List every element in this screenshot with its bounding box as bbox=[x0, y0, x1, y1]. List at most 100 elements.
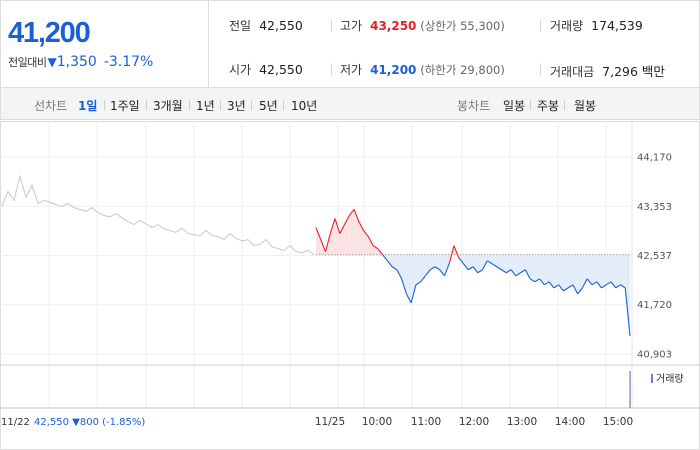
tab-monthly[interactable]: 월봉 bbox=[574, 99, 597, 113]
down-area bbox=[477, 254, 483, 273]
tab-10y[interactable]: 10년 bbox=[291, 99, 318, 113]
down-segment bbox=[529, 278, 536, 283]
down-area bbox=[606, 254, 611, 285]
down-area bbox=[558, 254, 564, 291]
tab-1d[interactable]: 1일 bbox=[78, 99, 98, 113]
down-area bbox=[563, 254, 569, 291]
down-area bbox=[539, 254, 545, 285]
up-segment bbox=[320, 239, 327, 252]
chart-grid bbox=[0, 121, 700, 450]
down-area bbox=[620, 254, 626, 288]
down-segment bbox=[410, 284, 417, 304]
up-segment bbox=[363, 230, 369, 237]
down-segment bbox=[567, 284, 574, 289]
down-area bbox=[473, 254, 478, 273]
tab-daily[interactable]: 일봉 bbox=[503, 99, 526, 113]
down-area bbox=[392, 254, 397, 270]
down-area bbox=[411, 254, 416, 303]
stat-value: 42,550 bbox=[259, 62, 303, 77]
down-area bbox=[596, 254, 602, 288]
down-area bbox=[530, 254, 535, 282]
down-area bbox=[501, 254, 507, 273]
tab-1w[interactable]: 1주일 bbox=[110, 99, 140, 113]
down-segment bbox=[391, 266, 398, 271]
price-change: 전일대비▼1,350 -3.17% bbox=[8, 54, 153, 70]
x-tick-label: 11/25 bbox=[315, 416, 345, 428]
up-segment bbox=[377, 248, 384, 256]
stat-label: 거래량 bbox=[550, 19, 584, 33]
down-segment bbox=[615, 284, 621, 289]
down-segment bbox=[534, 278, 540, 283]
up-segment bbox=[315, 227, 322, 240]
down-segment bbox=[520, 269, 526, 274]
x-tick-label: 12:00 bbox=[459, 416, 489, 428]
down-segment bbox=[401, 278, 407, 295]
down-arrow-icon: ▼ bbox=[47, 55, 57, 69]
change-label: 전일대비 bbox=[8, 56, 47, 69]
down-segment bbox=[458, 257, 464, 265]
stat-label: 거래대금 bbox=[550, 65, 595, 79]
stat-trade-value: 거래대금 7,296 백만 bbox=[550, 61, 665, 80]
down-area bbox=[525, 254, 531, 279]
down-area bbox=[496, 254, 502, 270]
tab-3m[interactable]: 3개월 bbox=[153, 99, 183, 113]
down-segment bbox=[482, 260, 488, 271]
down-area bbox=[544, 254, 550, 285]
volume-legend-swatch bbox=[651, 374, 653, 383]
up-segment bbox=[324, 233, 331, 252]
divider bbox=[564, 100, 565, 110]
up-area bbox=[354, 209, 359, 255]
y-tick-label: 44,170 bbox=[637, 153, 672, 164]
divider bbox=[104, 100, 105, 110]
down-segment bbox=[510, 269, 517, 277]
down-segment bbox=[477, 269, 483, 274]
down-segment bbox=[586, 278, 593, 286]
down-area bbox=[430, 254, 435, 270]
down-area bbox=[396, 254, 402, 279]
stat-low: 저가 41,200 (하한가 29,800) bbox=[340, 61, 505, 78]
stat-value: 7,296 백만 bbox=[602, 64, 665, 79]
down-area bbox=[572, 254, 578, 294]
down-area bbox=[534, 254, 540, 282]
down-segment bbox=[553, 284, 559, 289]
down-area bbox=[610, 254, 616, 288]
x-tick-label: 15:00 bbox=[603, 416, 633, 428]
up-segment bbox=[367, 236, 374, 246]
stat-label: 고가 bbox=[340, 19, 363, 33]
down-segment bbox=[601, 284, 607, 289]
tab-1y[interactable]: 1년 bbox=[196, 99, 215, 113]
chart-lines bbox=[1, 174, 631, 408]
tab-5y[interactable]: 5년 bbox=[259, 99, 278, 113]
candle-chart-label: 봉차트 bbox=[457, 99, 491, 113]
down-segment bbox=[524, 269, 531, 280]
up-area bbox=[316, 227, 321, 255]
x-tick-label: 11:00 bbox=[411, 416, 441, 428]
down-area bbox=[601, 254, 607, 288]
down-area bbox=[625, 254, 630, 337]
down-segment bbox=[501, 269, 507, 274]
down-area bbox=[492, 254, 497, 267]
y-tick-label: 42,537 bbox=[637, 251, 672, 262]
tab-weekly[interactable]: 주봉 bbox=[537, 99, 560, 113]
divider bbox=[189, 100, 190, 110]
divider bbox=[146, 100, 147, 110]
stat-sub: (하한가 29,800) bbox=[420, 63, 505, 77]
down-segment bbox=[491, 263, 498, 268]
change-percent: -3.17% bbox=[103, 54, 154, 70]
stat-value: 41,200 bbox=[370, 63, 417, 77]
down-area bbox=[615, 254, 621, 288]
divider bbox=[530, 100, 531, 110]
stat-value: 42,550 bbox=[259, 18, 303, 33]
down-area bbox=[549, 254, 554, 288]
tab-3y[interactable]: 3년 bbox=[227, 99, 246, 113]
chart-fills bbox=[316, 209, 630, 337]
y-tick-label: 43,353 bbox=[637, 202, 672, 213]
up-area bbox=[368, 236, 374, 255]
down-area bbox=[577, 254, 583, 294]
down-area bbox=[415, 254, 421, 285]
down-segment bbox=[544, 281, 550, 286]
up-segment bbox=[348, 209, 355, 216]
down-segment bbox=[591, 281, 597, 286]
down-segment bbox=[506, 269, 512, 274]
divider bbox=[331, 19, 332, 32]
